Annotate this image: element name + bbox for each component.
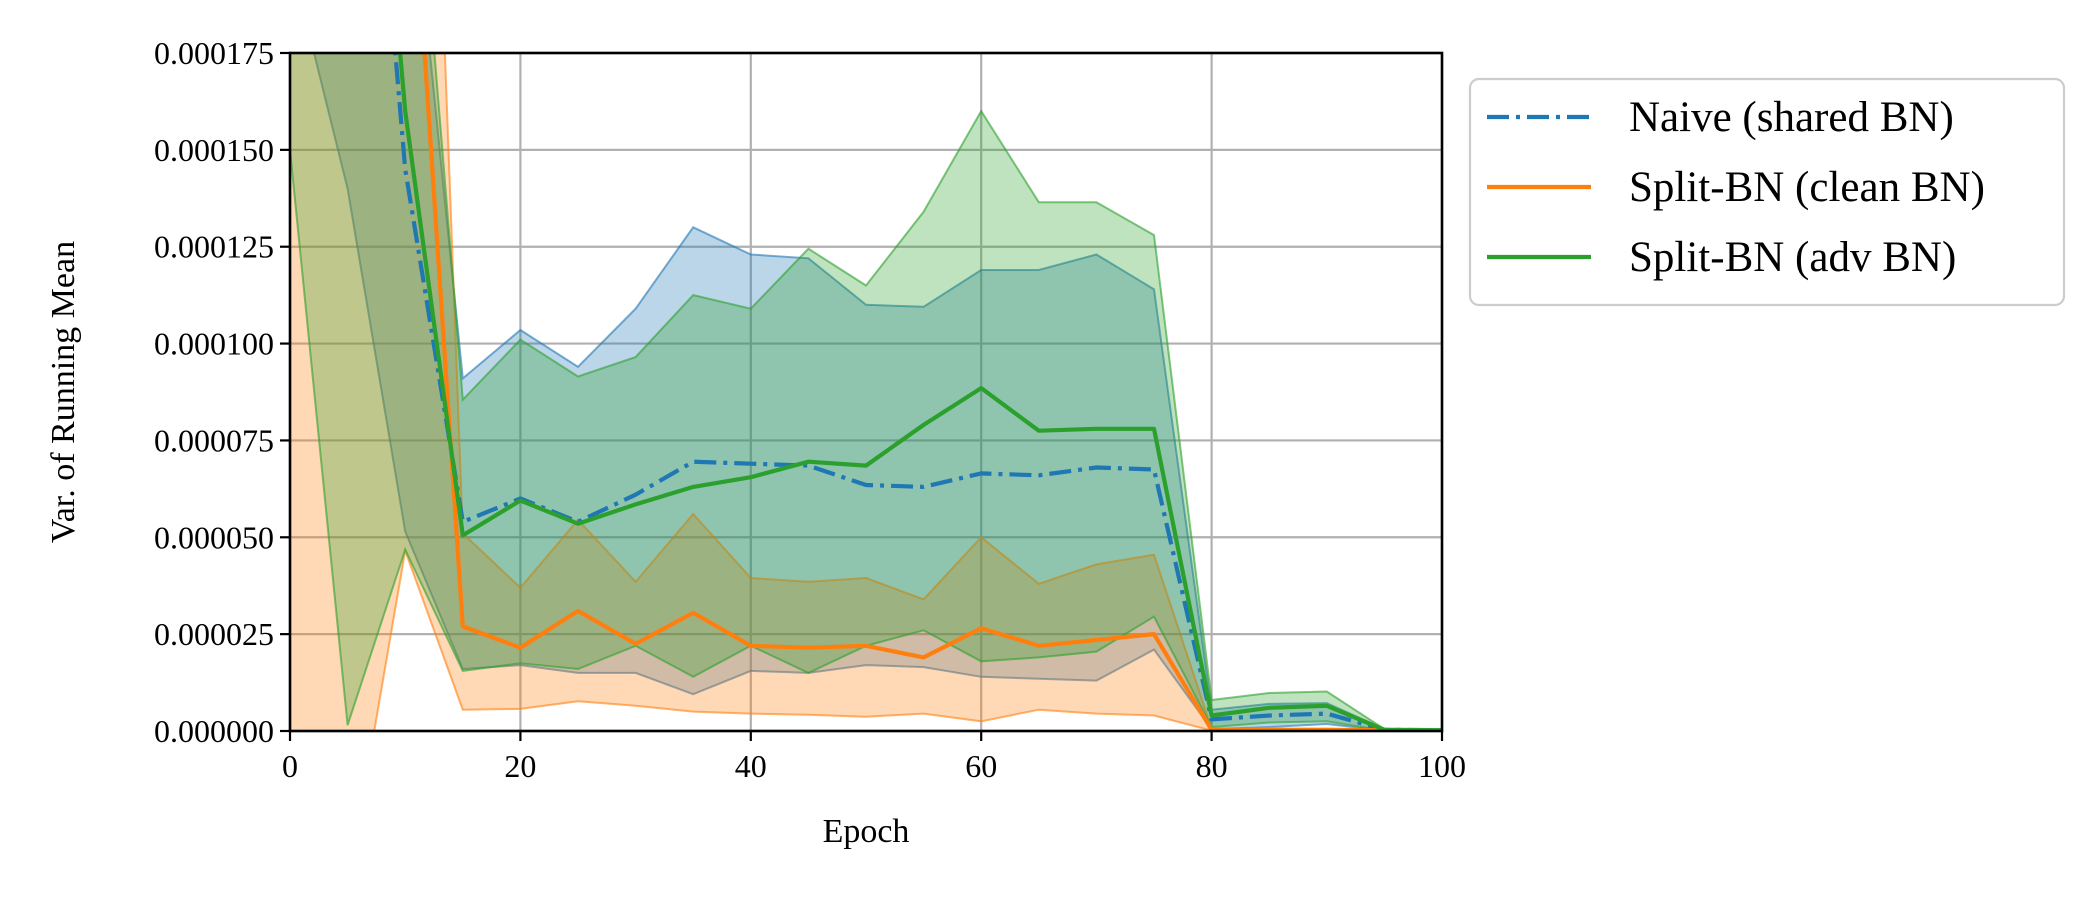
y-tick-label: 0.000175 [154, 35, 274, 71]
x-tick-label: 80 [1196, 748, 1228, 784]
legend-box [1468, 77, 2066, 307]
legend-label-0: Naive (shared BN) [1629, 94, 1954, 141]
x-tick-label: 60 [965, 748, 997, 784]
x-axis-label: Epoch [823, 813, 910, 850]
y-tick-label: 0.000100 [154, 326, 274, 362]
band-0 [312, 53, 1442, 731]
y-tick-label: 0.000075 [154, 422, 274, 458]
y-tick-label: 0.000025 [154, 616, 274, 652]
y-tick-label: 0.000125 [154, 229, 274, 265]
legend: Naive (shared BN) Split-BN (clean BN) Spli… [1468, 77, 2066, 307]
confidence-bands [290, 53, 1442, 731]
y-tick-label: 0.000050 [154, 519, 274, 555]
x-tick-label: 40 [735, 748, 767, 784]
y-tick-label: 0.000150 [154, 132, 274, 168]
series-line-2 [398, 53, 1442, 731]
band-1 [290, 53, 1442, 731]
x-tick-label: 0 [282, 748, 298, 784]
y-tick-label: 0.000000 [154, 713, 274, 749]
series-line-0 [393, 53, 1442, 731]
axis-ticks: 0 20 40 60 80 100 0.000000 0.000025 0.000050 0.00… [154, 35, 1466, 784]
y-axis-label: Var. of Running Mean [45, 241, 82, 543]
legend-label-1: Split-BN (clean BN) [1629, 164, 1985, 211]
plot-frame [288, 51, 1444, 733]
x-tick-label: 20 [504, 748, 536, 784]
x-tick-label: 100 [1418, 748, 1466, 784]
legend-label-2: Split-BN (adv BN) [1629, 234, 1956, 281]
